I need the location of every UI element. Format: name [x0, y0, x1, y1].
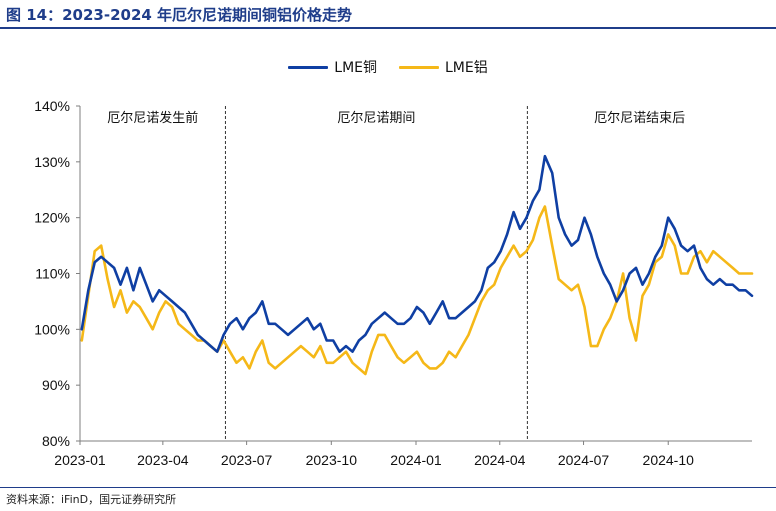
- chart-legend: LME铜 LME铝: [0, 57, 776, 77]
- legend-label-aluminum: LME铝: [445, 60, 488, 76]
- period-label: 厄尔尼诺发生前: [107, 110, 198, 126]
- period-label: 厄尔尼诺期间: [337, 111, 415, 126]
- series-line-copper: [80, 154, 754, 354]
- x-tick-label: 2024-04: [474, 452, 526, 468]
- x-tick-label: 2023-10: [306, 452, 358, 468]
- x-tick-label: 2024-07: [558, 452, 610, 468]
- source-note: 资料来源：iFinD，国元证券研究所: [6, 493, 177, 506]
- x-tick-label: 2023-01: [54, 452, 106, 468]
- y-tick-label: 140%: [34, 98, 70, 114]
- x-tick-label: 2024-10: [643, 452, 695, 468]
- y-tick-label: 80%: [42, 433, 70, 449]
- legend-swatch-aluminum: [399, 65, 439, 69]
- title-underline: [0, 27, 776, 29]
- figure-title: 图 14：2023-2024 年厄尔尼诺期间铜铝价格走势: [6, 6, 353, 24]
- legend-swatch-copper: [288, 65, 329, 69]
- y-tick-label: 110%: [35, 266, 70, 282]
- price-chart: 80% 90% 100% 110% 120% 130% 140% 2023-01 2023-04…: [34, 98, 754, 468]
- source-divider: [0, 487, 776, 488]
- x-tick-label: 2023-04: [137, 452, 189, 468]
- period-label: 厄尔尼诺结束后: [594, 111, 685, 126]
- y-tick-label: 120%: [34, 210, 70, 226]
- legend-item-aluminum: LME铝: [399, 57, 488, 77]
- y-tick-label: 100%: [34, 321, 70, 337]
- x-tick-label: 2024-01: [390, 452, 442, 468]
- y-tick-label: 90%: [42, 377, 70, 393]
- legend-item-copper: LME铜: [288, 57, 377, 77]
- y-tick-label: 130%: [34, 154, 70, 170]
- x-tick-label: 2023-07: [221, 452, 273, 468]
- series-line-aluminum: [80, 205, 754, 376]
- legend-label-copper: LME铜: [334, 60, 377, 76]
